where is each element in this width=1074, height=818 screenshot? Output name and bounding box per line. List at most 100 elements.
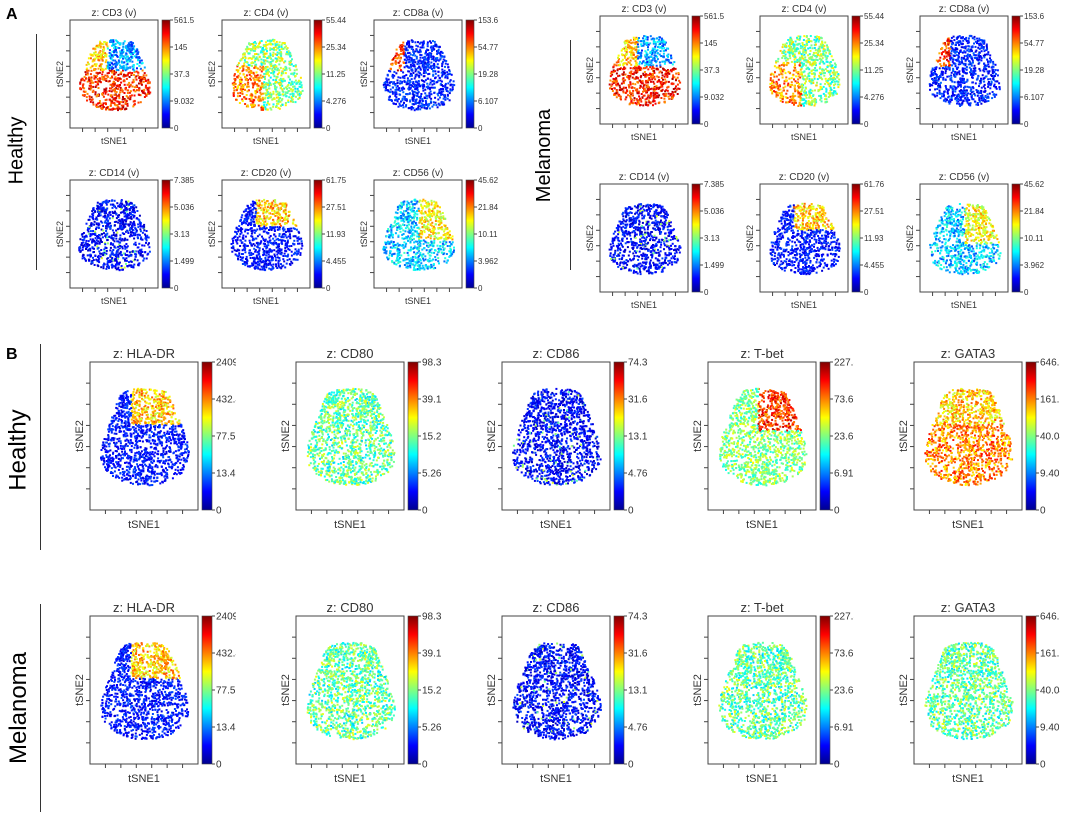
group-label-b-healthy: Healthy bbox=[2, 350, 36, 550]
tsne-plot-b-1-2: z: CD86 tSNE1 tSNE2 74.36 31.67 13.18 4.769 0 bbox=[484, 600, 653, 796]
colorbar-tick-label: 561.5 bbox=[704, 12, 724, 21]
colorbar-tick-label: 77.52 bbox=[216, 432, 236, 443]
tsne-plot-a-0-1: z: CD4 (v) tSNE1 tSNE2 55.44 25.34 11.25 4.276… bbox=[204, 4, 347, 160]
colorbar-tick-label: 10.11 bbox=[478, 230, 498, 239]
scatter-cloud bbox=[231, 38, 304, 111]
x-axis-label: tSNE1 bbox=[101, 296, 127, 306]
colorbar-tick-label: 561.5 bbox=[174, 16, 194, 25]
colorbar-tick-label: 19.28 bbox=[1024, 66, 1044, 75]
tsne-plot-b-0-2: z: CD86 tSNE1 tSNE2 74.36 31.67 13.18 4.769 0 bbox=[484, 346, 653, 542]
divider-b-healthy bbox=[40, 344, 41, 550]
tsne-plot-a-0-5: z: CD56 (v) tSNE1 tSNE2 45.62 21.84 10.11 3.96… bbox=[356, 164, 499, 320]
y-axis-label: tSNE2 bbox=[692, 674, 704, 706]
group-label-a-melanoma: Melanoma bbox=[530, 40, 560, 270]
colorbar-tick-label: 11.93 bbox=[864, 234, 884, 243]
colorbar bbox=[313, 179, 323, 289]
scatter-cloud bbox=[928, 34, 1001, 107]
colorbar-tick-label: 6.915 bbox=[834, 723, 854, 734]
x-axis-label: tSNE1 bbox=[128, 773, 160, 785]
colorbar-tick-label: 0 bbox=[174, 124, 179, 133]
colorbar-tick-label: 0 bbox=[864, 288, 869, 297]
colorbar bbox=[851, 183, 861, 293]
scatter-cloud bbox=[100, 642, 190, 740]
colorbar-tick-label: 161.1 bbox=[1040, 649, 1060, 660]
y-axis-label: tSNE2 bbox=[74, 674, 86, 706]
scatter-cloud bbox=[382, 39, 456, 112]
scatter-cloud bbox=[100, 387, 190, 487]
tsne-plot-svg: z: CD3 (v) tSNE1 tSNE2 561.5 145 37.3 9.032 0 bbox=[585, 4, 725, 142]
plot-title: z: CD80 bbox=[327, 600, 374, 615]
colorbar-tick-label: 15.28 bbox=[422, 432, 442, 443]
colorbar-tick-label: 0 bbox=[834, 760, 840, 771]
colorbar-tick-label: 73.65 bbox=[834, 649, 854, 660]
colorbar-tick-label: 25.34 bbox=[326, 43, 346, 52]
colorbar bbox=[407, 615, 419, 765]
plot-title: z: HLA-DR bbox=[113, 600, 175, 615]
tsne-plot-b-0-0: z: HLA-DR tSNE1 tSNE2 2409 432.4 77.52 13.48 0 bbox=[72, 346, 241, 542]
colorbar-tick-label: 145 bbox=[704, 39, 718, 48]
scatter-cloud bbox=[929, 203, 1002, 276]
tsne-plot-svg: z: HLA-DR tSNE1 tSNE2 2409 432.4 77.52 13.48 0 bbox=[74, 346, 241, 531]
y-axis-label: tSNE2 bbox=[207, 61, 217, 87]
colorbar-tick-label: 153.6 bbox=[478, 16, 498, 25]
tsne-plot-a-0-4: z: CD20 (v) tSNE1 tSNE2 61.75 27.51 11.93 4.45… bbox=[204, 164, 347, 320]
divider-a-melanoma bbox=[570, 40, 571, 270]
plot-title: z: CD14 (v) bbox=[619, 172, 670, 183]
colorbar-tick-label: 40.04 bbox=[1040, 686, 1060, 697]
tsne-plot-svg: z: GATA3 tSNE1 tSNE2 646.3 161.1 40.04 9.401 0 bbox=[898, 600, 1065, 785]
colorbar-tick-label: 4.769 bbox=[628, 723, 648, 734]
y-axis-label: tSNE2 bbox=[585, 225, 595, 251]
y-axis-label: tSNE2 bbox=[280, 420, 292, 452]
y-axis-label: tSNE2 bbox=[745, 57, 755, 83]
colorbar-tick-label: 74.36 bbox=[628, 358, 648, 369]
colorbar-tick-label: 4.455 bbox=[864, 261, 884, 270]
plot-title: z: CD3 (v) bbox=[92, 8, 137, 19]
panel-letter-b: B bbox=[6, 346, 18, 364]
tsne-plot-a-0-2: z: CD8a (v) tSNE1 tSNE2 153.6 54.77 19.28 6.10… bbox=[356, 4, 499, 160]
plot-title: z: CD8a (v) bbox=[393, 8, 444, 19]
colorbar-tick-label: 21.84 bbox=[478, 203, 498, 212]
x-axis-label: tSNE1 bbox=[405, 296, 431, 306]
colorbar bbox=[1011, 15, 1021, 125]
tsne-plot-a-0-0: z: CD3 (v) tSNE1 tSNE2 561.5 145 37.3 9.032 0 bbox=[52, 4, 195, 160]
colorbar bbox=[201, 615, 213, 765]
colorbar-tick-label: 0 bbox=[704, 288, 709, 297]
plot-title: z: T-bet bbox=[740, 600, 784, 615]
colorbar-tick-label: 39.12 bbox=[422, 649, 442, 660]
x-axis-label: tSNE1 bbox=[334, 519, 366, 531]
y-axis-label: tSNE2 bbox=[898, 420, 910, 452]
y-axis-label: tSNE2 bbox=[585, 57, 595, 83]
y-axis-label: tSNE2 bbox=[905, 57, 915, 83]
colorbar-tick-label: 227.8 bbox=[834, 358, 854, 369]
tsne-plot-svg: z: CD20 (v) tSNE1 tSNE2 61.75 27.51 11.93 4.45… bbox=[207, 168, 347, 306]
group-label-b-melanoma: Melanoma bbox=[2, 604, 36, 812]
y-axis-label: tSNE2 bbox=[359, 221, 369, 247]
colorbar bbox=[1025, 361, 1037, 511]
colorbar-tick-label: 54.77 bbox=[478, 43, 498, 52]
colorbar-tick-label: 31.67 bbox=[628, 395, 648, 406]
colorbar-tick-label: 7.385 bbox=[704, 180, 724, 189]
colorbar-tick-label: 161.1 bbox=[1040, 395, 1060, 406]
colorbar bbox=[465, 19, 475, 129]
x-axis-label: tSNE1 bbox=[746, 519, 778, 531]
x-axis-label: tSNE1 bbox=[405, 136, 431, 146]
colorbar bbox=[313, 19, 323, 129]
colorbar-tick-label: 0 bbox=[216, 760, 222, 771]
colorbar-tick-label: 0 bbox=[704, 120, 709, 129]
colorbar-tick-label: 98.33 bbox=[422, 358, 442, 369]
colorbar-tick-label: 0 bbox=[628, 760, 634, 771]
y-axis-label: tSNE2 bbox=[486, 674, 498, 706]
y-axis-label: tSNE2 bbox=[280, 674, 292, 706]
colorbar-tick-label: 432.4 bbox=[216, 649, 236, 660]
colorbar-tick-label: 37.3 bbox=[174, 70, 190, 79]
scatter-cloud bbox=[512, 642, 602, 741]
plot-title: z: HLA-DR bbox=[113, 346, 175, 361]
plot-title: z: CD86 bbox=[533, 600, 580, 615]
colorbar-tick-label: 0 bbox=[864, 120, 869, 129]
colorbar-tick-label: 3.13 bbox=[704, 234, 720, 243]
y-axis-label: tSNE2 bbox=[55, 221, 65, 247]
colorbar-tick-label: 1.499 bbox=[704, 261, 724, 270]
scatter-cloud bbox=[78, 199, 151, 272]
colorbar bbox=[1025, 615, 1037, 765]
x-axis-label: tSNE1 bbox=[540, 773, 572, 785]
